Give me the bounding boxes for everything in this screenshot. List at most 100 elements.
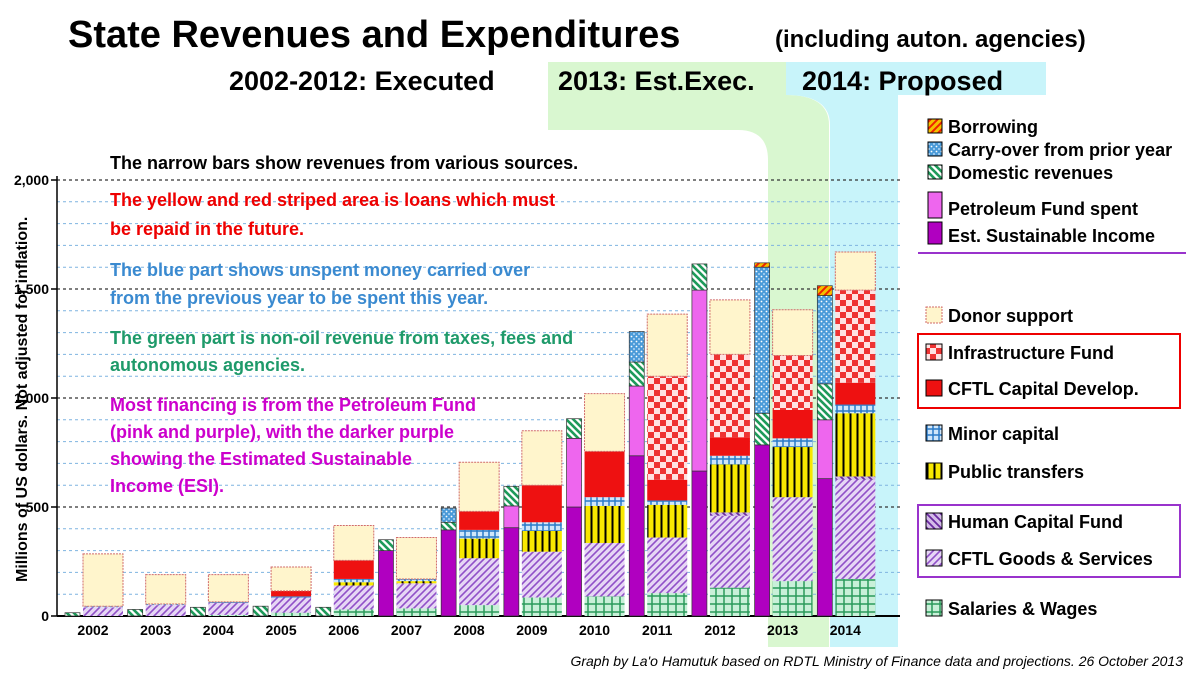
expenditure-bar-segment-mc bbox=[772, 438, 813, 448]
revenue-bar-segment-dom bbox=[378, 539, 394, 551]
expenditure-bar-segment-sal bbox=[396, 608, 437, 616]
annotation-line: The yellow and red striped area is loans… bbox=[110, 190, 555, 210]
expenditure-bar-segment-cap bbox=[271, 590, 312, 597]
chart-title-note: (including auton. agencies) bbox=[775, 26, 1086, 53]
expenditure-bar-segment-sal bbox=[647, 593, 688, 616]
expenditure-bar-segment-sal bbox=[584, 596, 625, 616]
legend-box-human-capital bbox=[917, 504, 1181, 578]
expenditure-bar-segment-sal bbox=[459, 605, 500, 616]
revenue-bar-segment-pf bbox=[566, 437, 582, 508]
expenditure-bar-segment-inf bbox=[835, 290, 876, 383]
y-tick-label: 1,500 bbox=[14, 281, 49, 297]
x-tick-labels: 2002 2003 2004 2005 2006 2007 2008 2009 2010 2011… bbox=[77, 622, 861, 638]
revenue-bar-segment-dom bbox=[252, 605, 269, 617]
revenue-bar-segment-dom bbox=[440, 521, 457, 531]
legend-label-capital: CFTL Capital Develop. bbox=[948, 379, 1139, 399]
legend-label-domestic: Domestic revenues bbox=[948, 163, 1113, 183]
x-tick-label: 2014 bbox=[830, 622, 861, 638]
expenditure-bar-segment-mc bbox=[584, 497, 625, 506]
revenue-bar-segment-carry bbox=[628, 331, 645, 363]
expenditure-bar-segment-donor bbox=[207, 574, 249, 603]
legend-label-esi: Est. Sustainable Income bbox=[948, 226, 1155, 246]
expenditure-bar-segment-donor bbox=[145, 574, 187, 605]
legend-swatch-human-capital bbox=[925, 512, 943, 530]
expenditure-bar-segment-donor bbox=[834, 251, 876, 291]
legend-label-human-capital: Human Capital Fund bbox=[948, 512, 1123, 532]
expenditure-bar-segment-gs bbox=[459, 558, 500, 606]
legend-swatch-capital bbox=[925, 379, 943, 397]
expenditure-bar-segment-sal bbox=[835, 578, 876, 616]
subtitle-executed: 2002-2012: Executed bbox=[229, 66, 495, 96]
annotation-line: autonomous agencies. bbox=[110, 355, 305, 375]
legend-swatch-borrowing bbox=[927, 118, 943, 134]
revenue-bar-segment-carry bbox=[816, 295, 833, 385]
x-tick-label: 2002 bbox=[77, 622, 108, 638]
expenditure-bar-segment-donor bbox=[646, 313, 688, 377]
expenditure-bar-segment-gs bbox=[647, 537, 688, 594]
legend-label-public-transfers: Public transfers bbox=[948, 462, 1084, 482]
expenditure-bar-segment-donor bbox=[333, 525, 375, 561]
expenditure-bar-segment-mc bbox=[647, 500, 688, 505]
expenditure-bar-segment-mc bbox=[521, 522, 562, 531]
revenue-bar-segment-dom bbox=[315, 606, 332, 617]
revenue-bar-segment-esi bbox=[440, 529, 457, 617]
expenditure-bar-segment-cap bbox=[584, 451, 625, 498]
expenditure-bar-segment-mc bbox=[835, 404, 876, 414]
revenue-bar-segment-dom bbox=[754, 412, 770, 446]
revenue-bar-segment-esi bbox=[503, 527, 520, 617]
expenditure-bar-segment-gs bbox=[83, 607, 123, 616]
y-ticks: 0 500 1,000 1,500 2,000 bbox=[14, 172, 57, 624]
expenditure-bar-segment-donor bbox=[772, 309, 814, 356]
expenditure-bar-segment-inf bbox=[647, 376, 688, 480]
legend-label-salaries: Salaries & Wages bbox=[948, 599, 1097, 619]
revenue-bar-segment-dom bbox=[190, 606, 206, 617]
y-tick-label: 2,000 bbox=[14, 172, 49, 188]
expenditure-bar-segment-donor bbox=[395, 537, 437, 580]
expenditure-bar-segment-pt bbox=[772, 447, 813, 498]
annotation-line: The green part is non-oil revenue from t… bbox=[110, 328, 573, 348]
subtitle-est: 2013: Est.Exec. bbox=[558, 66, 755, 96]
annotation-line: Income (ESI). bbox=[110, 476, 224, 496]
legend-swatch-esi bbox=[927, 221, 943, 245]
legend-swatch-carry-over bbox=[927, 141, 943, 157]
legend-label-donor: Donor support bbox=[948, 306, 1073, 326]
revenue-bar-segment-esi bbox=[378, 550, 394, 617]
bars bbox=[64, 251, 876, 617]
expenditure-bar-segment-inf bbox=[772, 355, 813, 410]
legend-swatch-domestic bbox=[927, 164, 943, 180]
revenue-bar-segment-pf bbox=[628, 385, 645, 457]
annotation-line: The narrow bars show revenues from vario… bbox=[110, 153, 578, 173]
expenditure-bar-segment-donor bbox=[82, 553, 124, 607]
expenditure-bar-segment-sal bbox=[333, 609, 374, 616]
expenditure-bar-segment-cap bbox=[709, 437, 750, 456]
x-tick-label: 2012 bbox=[704, 622, 735, 638]
expenditure-bar-segment-cap bbox=[772, 409, 813, 439]
expenditure-bar-segment-mc bbox=[145, 604, 186, 606]
expenditure-bar-segment-pt bbox=[396, 581, 437, 584]
legend-revenues: Borrowing Carry-over from prior year Dom… bbox=[918, 117, 1186, 254]
revenue-bar-segment-esi bbox=[628, 455, 645, 617]
expenditure-bar-segment-pt bbox=[459, 538, 500, 559]
x-tick-label: 2006 bbox=[328, 622, 359, 638]
legend-box-infrastructure bbox=[917, 333, 1181, 409]
expenditure-bar-segment-pt bbox=[333, 582, 374, 586]
x-tick-label: 2011 bbox=[642, 622, 673, 638]
expenditure-bar-segment-hcf bbox=[835, 476, 876, 480]
expenditure-bar-segment-mc bbox=[83, 606, 123, 608]
expenditure-bar-segment-mc bbox=[208, 601, 249, 603]
expenditure-bar-segment-mc bbox=[459, 529, 500, 539]
expenditure-bar-segment-gs bbox=[709, 515, 750, 588]
expenditure-bar-segment-gs bbox=[208, 602, 249, 615]
expenditure-bar-segment-donor bbox=[521, 430, 563, 486]
legend-label-borrowing: Borrowing bbox=[948, 117, 1038, 137]
revenue-bar-segment-carry bbox=[440, 507, 457, 523]
revenue-bar-segment-esi bbox=[691, 470, 708, 617]
legend-swatch-salaries bbox=[925, 599, 943, 617]
expenditure-bar-segment-gs bbox=[521, 551, 562, 598]
annotation-line: The blue part shows unspent money carrie… bbox=[110, 260, 530, 280]
expenditure-bar-segment-donor bbox=[584, 393, 626, 452]
x-tick-label: 2010 bbox=[579, 622, 610, 638]
revenue-bar-segment-borrow bbox=[754, 262, 770, 268]
expenditure-bar-segment-pt bbox=[521, 530, 562, 552]
revenue-bar-segment-borrow bbox=[816, 285, 833, 296]
